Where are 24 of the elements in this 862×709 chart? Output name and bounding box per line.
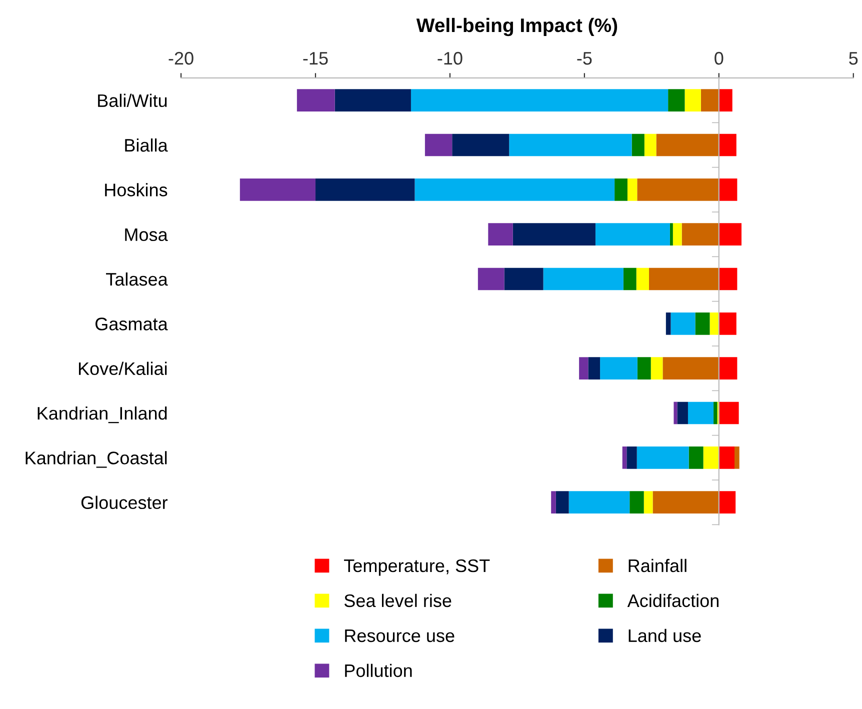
x-tick-label: 5 [849, 52, 858, 65]
y-tick-label: Gloucester [81, 496, 168, 510]
legend-label: Acidifaction [627, 594, 718, 608]
y-tick-label: Kove/Kaliai [78, 362, 167, 376]
legend-label: Sea level rise [344, 594, 452, 608]
legend-label: Rainfall [628, 558, 686, 572]
y-tick-label: Mosa [125, 228, 168, 242]
y-tick-label: Bialla [125, 138, 168, 152]
legend-label: Pollution [345, 664, 412, 678]
x-tick-label: -10 [438, 52, 462, 65]
legend-label: Land use [628, 628, 701, 642]
legend-label: Temperature, SST [344, 559, 490, 576]
y-tick-label: Gasmata [95, 318, 168, 330]
x-axis-title: Well-being Impact (%) [416, 18, 618, 36]
x-tick-label: -5 [577, 52, 592, 65]
x-tick-label: -20 [168, 52, 194, 65]
y-tick-label: Talasea [106, 272, 168, 286]
x-tick-label: 0 [714, 52, 724, 65]
x-tick-label: -15 [303, 52, 328, 65]
y-tick-label: Bali/Witu [98, 94, 167, 108]
y-tick-label: Kandrian_Inland [38, 406, 167, 424]
y-tick-label: Hoskins [105, 183, 168, 196]
legend-label: Resource use [345, 630, 454, 642]
y-tick-label: Kandrian_Coastal [26, 451, 167, 468]
